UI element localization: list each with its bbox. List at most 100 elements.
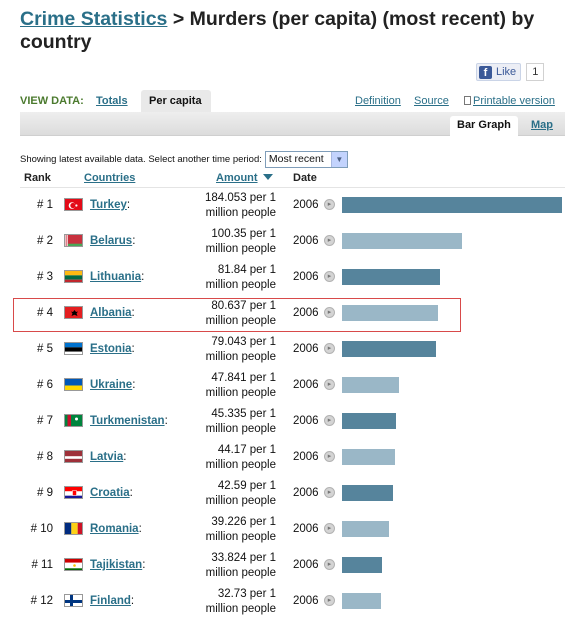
facebook-like-widget: f Like 1 [476, 63, 545, 81]
calendar-icon[interactable]: ▸ [324, 415, 335, 426]
flag-icon [64, 594, 83, 607]
country-link[interactable]: Latvia [90, 451, 124, 463]
flag-icon [64, 414, 83, 427]
dropdown-arrow-icon: ▼ [330, 151, 347, 167]
country-cell: Croatia: [90, 487, 133, 499]
page-title: Crime Statistics > Murders (per capita) … [20, 8, 550, 54]
table-row: # 3 Lithuania: 81.84 per 1 million people 20… [0, 261, 569, 297]
amount-value: 79.043 per 1 [211, 336, 276, 348]
printable-version-link[interactable]: Printable version [464, 95, 555, 107]
value-bar [342, 341, 436, 357]
rank-cell: # 6 [37, 379, 53, 391]
country-link[interactable]: Ukraine [90, 379, 133, 391]
country-link[interactable]: Belarus [90, 235, 133, 247]
rank-cell: # 4 [37, 307, 53, 319]
date-cell: 2006 [293, 523, 319, 535]
flag-icon [64, 234, 83, 247]
time-period-selected: Most recent [268, 152, 324, 165]
definition-link[interactable]: Definition [355, 95, 401, 107]
country-link[interactable]: Albania [90, 307, 132, 319]
flag-icon [64, 198, 83, 211]
amount-value: 33.824 per 1 [211, 552, 276, 564]
value-bar [342, 233, 462, 249]
calendar-icon[interactable]: ▸ [324, 343, 335, 354]
flag-icon [64, 522, 83, 535]
date-cell: 2006 [293, 487, 319, 499]
graph-tabs-bar: Bar Graph Map [20, 112, 565, 136]
country-cell: Lithuania: [90, 271, 145, 283]
country-link[interactable]: Lithuania [90, 271, 142, 283]
country-link[interactable]: Turkey [90, 199, 127, 211]
table-row: # 1 Turkey: 184.053 per 1 million people 200… [0, 189, 569, 225]
amount-header-label: Amount [216, 172, 258, 184]
date-cell: 2006 [293, 415, 319, 427]
value-bar [342, 593, 381, 609]
date-cell: 2006 [293, 271, 319, 283]
tab-bar-graph[interactable]: Bar Graph [450, 116, 518, 136]
tab-totals[interactable]: Totals [96, 95, 128, 107]
calendar-icon[interactable]: ▸ [324, 595, 335, 606]
country-cell: Ukraine: [90, 379, 136, 391]
calendar-icon[interactable]: ▸ [324, 199, 335, 210]
page-title-rest: > Murders (per capita) (most recent) by … [20, 8, 535, 53]
rank-cell: # 12 [30, 595, 53, 607]
country-link[interactable]: Finland [90, 595, 131, 607]
date-cell: 2006 [293, 595, 319, 607]
source-link[interactable]: Source [414, 95, 449, 107]
calendar-icon[interactable]: ▸ [324, 271, 335, 282]
calendar-icon[interactable]: ▸ [324, 451, 335, 462]
facebook-like-count: 1 [526, 63, 545, 81]
calendar-icon[interactable]: ▸ [324, 307, 335, 318]
facebook-like-label: Like [496, 66, 517, 78]
calendar-icon[interactable]: ▸ [324, 487, 335, 498]
calendar-icon[interactable]: ▸ [324, 523, 335, 534]
country-link[interactable]: Tajikistan [90, 559, 143, 571]
country-link[interactable]: Turkmenistan [90, 415, 165, 427]
date-cell: 2006 [293, 199, 319, 211]
sort-descending-icon [262, 174, 273, 180]
column-header-amount[interactable]: Amount [216, 172, 273, 184]
country-link[interactable]: Romania [90, 523, 139, 535]
table-row: # 2 Belarus: 100.35 per 1 million people 200… [0, 225, 569, 261]
table-row: # 7 Turkmenistan: 45.335 per 1 million peop… [0, 405, 569, 441]
country-link[interactable]: Estonia [90, 343, 132, 355]
value-bar [342, 269, 440, 285]
date-cell: 2006 [293, 379, 319, 391]
amount-value: 32.73 per 1 [217, 588, 276, 600]
value-bar [342, 413, 396, 429]
date-cell: 2006 [293, 559, 319, 571]
country-cell: Turkey: [90, 199, 131, 211]
calendar-icon[interactable]: ▸ [324, 379, 335, 390]
column-header-countries[interactable]: Countries [84, 172, 135, 184]
crime-statistics-link[interactable]: Crime Statistics [20, 8, 168, 30]
amount-value: 42.59 per 1 [217, 480, 276, 492]
value-bar [342, 449, 395, 465]
tab-map[interactable]: Map [531, 119, 553, 131]
calendar-icon[interactable]: ▸ [324, 235, 335, 246]
amount-unit: million people [205, 603, 276, 615]
amount-value: 184.053 per 1 [205, 192, 276, 204]
amount-value: 45.335 per 1 [211, 408, 276, 420]
date-cell: 2006 [293, 235, 319, 247]
country-link[interactable]: Croatia [90, 487, 130, 499]
date-cell: 2006 [293, 451, 319, 463]
tab-per-capita[interactable]: Per capita [141, 90, 211, 112]
table-row: # 5 Estonia: 79.043 per 1 million people 200… [0, 333, 569, 369]
table-row: # 10 Romania: 39.226 per 1 million people 20… [0, 513, 569, 549]
value-bar [342, 377, 399, 393]
country-cell: Belarus: [90, 235, 136, 247]
table-row: # 9 Croatia: 42.59 per 1 million people 2006… [0, 477, 569, 513]
amount-value: 47.841 per 1 [211, 372, 276, 384]
facebook-like-button[interactable]: f Like [476, 63, 522, 81]
time-period-select[interactable]: Most recent ▼ [264, 150, 348, 168]
view-data-bar: VIEW DATA: Totals Per capita Definition … [20, 90, 565, 112]
flag-icon [64, 486, 83, 499]
amount-unit: million people [205, 351, 276, 363]
printer-icon [464, 96, 471, 105]
amount-unit: million people [205, 531, 276, 543]
amount-unit: million people [205, 207, 276, 219]
rank-cell: # 11 [31, 559, 53, 571]
view-data-label: VIEW DATA: [20, 95, 84, 107]
filter-text: Showing latest available data. Select an… [20, 153, 262, 165]
calendar-icon[interactable]: ▸ [324, 559, 335, 570]
